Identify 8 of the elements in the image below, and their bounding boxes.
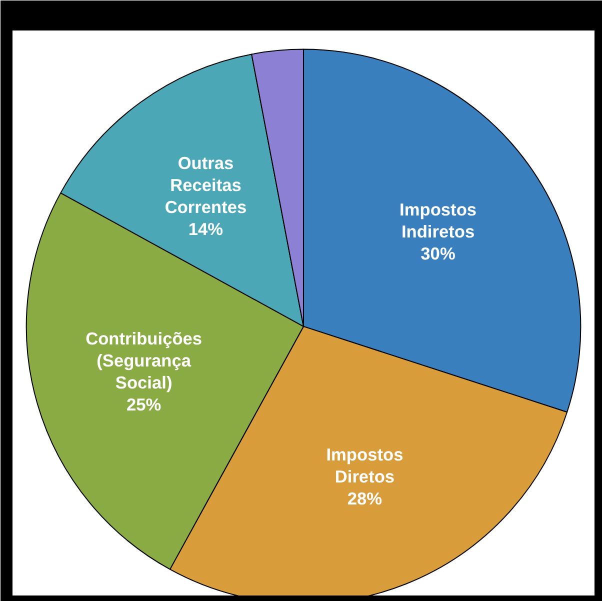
data-label: 28% <box>347 488 382 509</box>
data-label: 30% <box>420 244 456 264</box>
slice-label: Impostos Indiretos <box>400 200 477 242</box>
slice-label: Outras Receitas Correntes <box>164 152 247 217</box>
data-label: 14% <box>188 218 224 239</box>
slice-label: Impostos Diretos <box>326 444 404 487</box>
slice-label: Contribuições (Segurança Social) <box>86 328 202 392</box>
data-label: 25% <box>126 394 162 414</box>
